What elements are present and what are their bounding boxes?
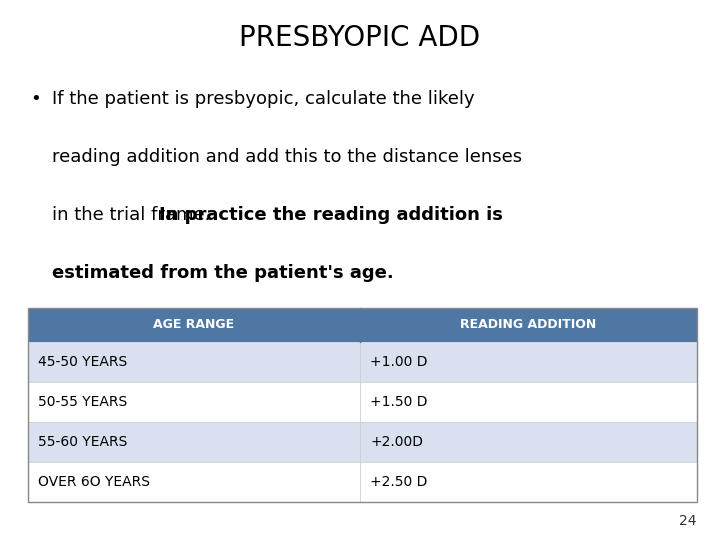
Text: 50-55 YEARS: 50-55 YEARS — [38, 395, 127, 409]
Text: In practice the reading addition is: In practice the reading addition is — [159, 206, 503, 224]
Bar — [360, 462, 697, 502]
Text: •: • — [30, 90, 41, 108]
Text: +1.50 D: +1.50 D — [370, 395, 428, 409]
Text: 24: 24 — [680, 514, 697, 528]
Text: estimated from the patient's age.: estimated from the patient's age. — [52, 264, 394, 282]
Text: AGE RANGE: AGE RANGE — [153, 319, 235, 332]
Bar — [28, 382, 360, 422]
Bar — [28, 308, 360, 342]
Text: PRESBYOPIC ADD: PRESBYOPIC ADD — [240, 24, 480, 52]
Bar — [28, 308, 697, 502]
Bar — [28, 342, 360, 382]
Bar — [360, 308, 697, 342]
Bar — [360, 382, 697, 422]
Text: If the patient is presbyopic, calculate the likely: If the patient is presbyopic, calculate … — [52, 90, 474, 108]
Text: +2.00D: +2.00D — [370, 435, 423, 449]
Bar — [28, 462, 360, 502]
Text: in the trial frame.: in the trial frame. — [52, 206, 216, 224]
Text: 45-50 YEARS: 45-50 YEARS — [38, 355, 127, 369]
Text: +1.00 D: +1.00 D — [370, 355, 428, 369]
Text: READING ADDITION: READING ADDITION — [460, 319, 597, 332]
Text: OVER 6O YEARS: OVER 6O YEARS — [38, 475, 150, 489]
Bar — [360, 422, 697, 462]
Text: reading addition and add this to the distance lenses: reading addition and add this to the dis… — [52, 148, 522, 166]
Bar — [28, 422, 360, 462]
Text: +2.50 D: +2.50 D — [370, 475, 428, 489]
Text: 55-60 YEARS: 55-60 YEARS — [38, 435, 127, 449]
Bar — [360, 342, 697, 382]
